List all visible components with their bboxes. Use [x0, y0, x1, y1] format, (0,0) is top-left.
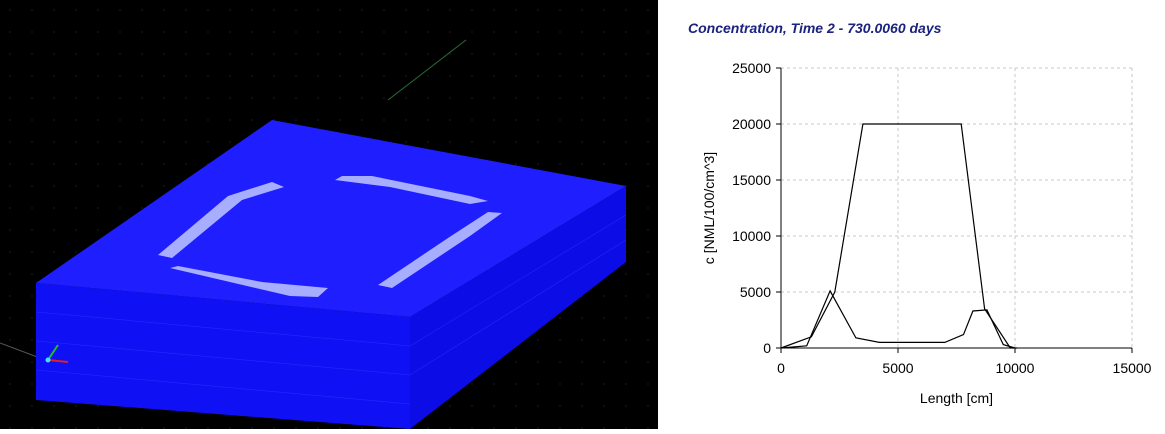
- chart-series: [780, 123, 1018, 349]
- series-line-2: [780, 289, 1016, 349]
- block-front-face: [36, 283, 410, 429]
- y-axis-title: c [NML/100/cm^3]: [701, 152, 717, 264]
- chart-gridlines: [781, 67, 1133, 348]
- block-mesh-lines: [35, 214, 627, 405]
- chart-panel: Concentration, Time 2 - 730.0060 days 0 5…: [664, 0, 1165, 429]
- x-tick-label: 10000: [996, 360, 1035, 376]
- grid-axis-line-green: [387, 39, 467, 101]
- chart-axes: 0 5000 10000 15000 0 5000 10000 15000 20000 25000: [732, 60, 1152, 376]
- patch-top: [335, 176, 488, 204]
- patch-bottom: [170, 266, 328, 297]
- y-tick-label: 15000: [732, 172, 771, 188]
- grid-axis-line: [0, 342, 41, 359]
- x-axis-title: Length [cm]: [920, 390, 993, 406]
- series-line-1: [780, 123, 1018, 349]
- x-tick-label: 0: [777, 360, 785, 376]
- axis-triad-icon: [45, 344, 69, 363]
- 3d-model-viewport[interactable]: [0, 0, 658, 429]
- y-tick-label: 0: [763, 340, 771, 356]
- patches: [158, 176, 502, 297]
- patch-right: [378, 212, 502, 288]
- x-tick-label: 5000: [882, 360, 913, 376]
- y-tick-label: 5000: [740, 284, 771, 300]
- line-chart: 0 5000 10000 15000 0 5000 10000 15000 20000 25000…: [701, 60, 1152, 406]
- y-tick-label: 25000: [732, 60, 771, 76]
- patch-left: [158, 182, 284, 258]
- 3d-model-canvas: [0, 9, 649, 429]
- x-tick-label: 15000: [1113, 360, 1152, 376]
- y-tick-label: 10000: [732, 228, 771, 244]
- y-tick-label: 20000: [732, 116, 771, 132]
- chart-title: Concentration, Time 2 - 730.0060 days: [688, 20, 942, 36]
